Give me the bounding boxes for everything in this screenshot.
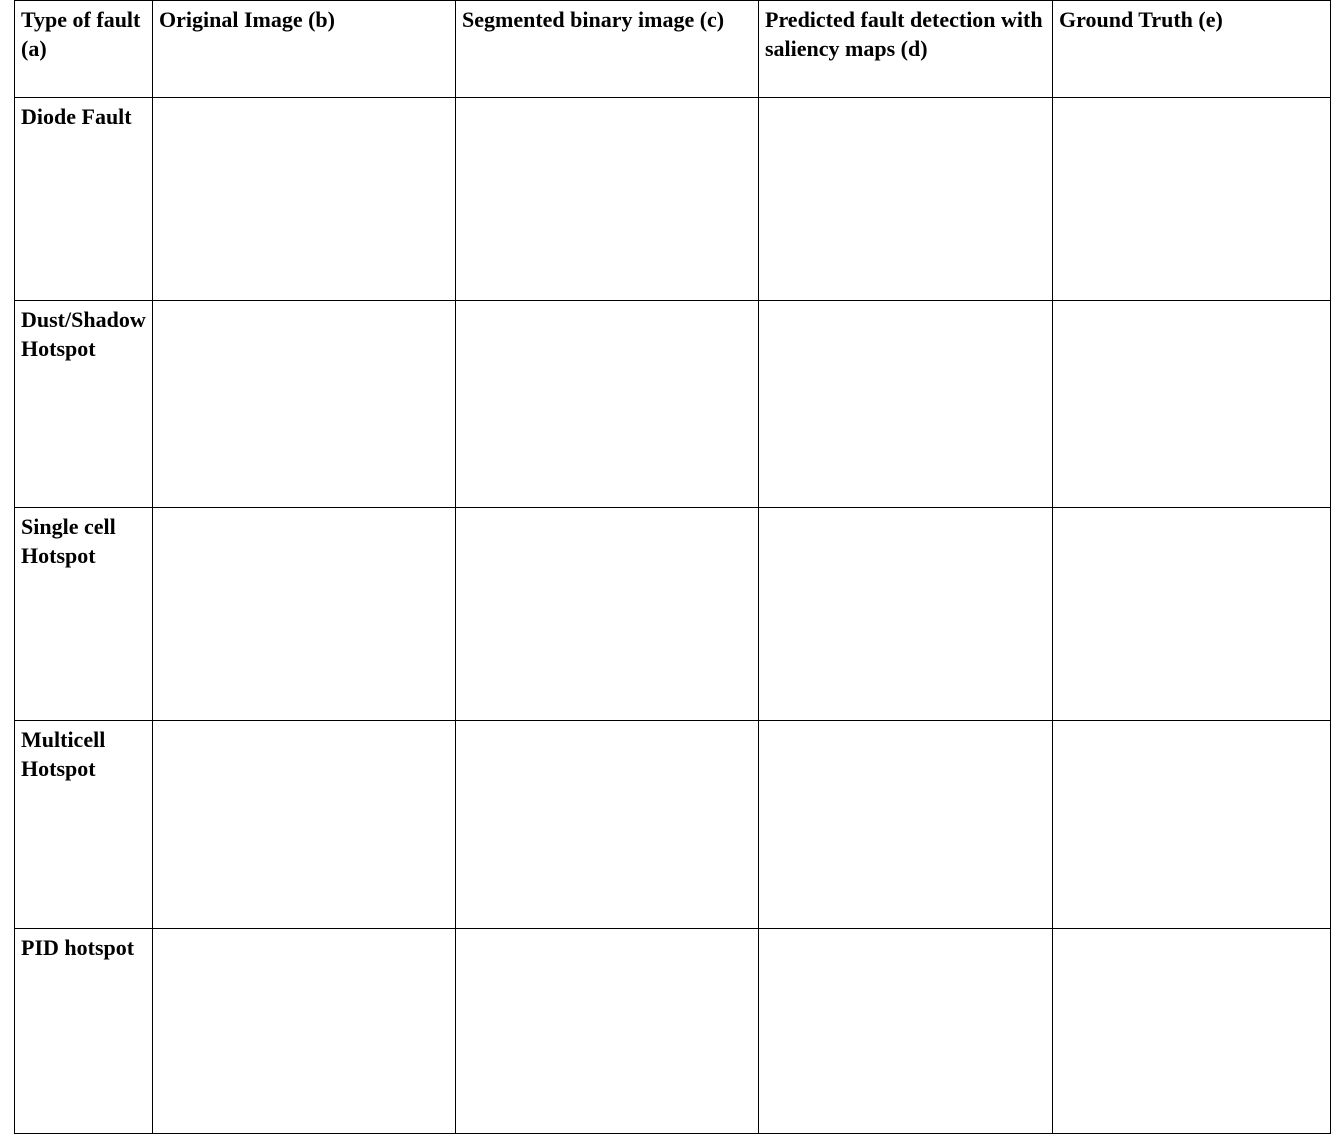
prediction-image: 35.7°C43.226.5FLIR	[759, 301, 1053, 508]
fault-row: PID hotspot29.1°C33.419.6FLIR29.1°C33.41…	[15, 929, 1331, 1134]
binary-image-cell	[456, 98, 759, 301]
ground-truth-image: 51.4°C78.336.7FLIR	[1053, 508, 1331, 721]
header-cell: Predicted fault detection with saliency …	[759, 1, 1053, 98]
fault-type: Multicell Hotspot	[15, 721, 153, 929]
ground-truth-image: 35.7°C43.226.5FLIR	[1053, 301, 1331, 508]
fault-row: Single cell Hotspot51.4°C78.336.7FLIR51.…	[15, 508, 1331, 721]
ground-truth-image: 37.4°Cε0.9042.527.2FLIR	[1053, 98, 1331, 301]
original-image: 29.1°C33.419.6FLIR	[153, 929, 456, 1134]
header-cell: Original Image (b)	[153, 1, 456, 98]
binary-image-cell	[456, 929, 759, 1134]
fault-type: Single cell Hotspot	[15, 508, 153, 721]
header-cell: Type of fault (a)	[15, 1, 153, 98]
binary-image-cell	[456, 508, 759, 721]
header-row: Type of fault (a)Original Image (b)Segme…	[15, 1, 1331, 98]
prediction-image: 38.8°C49.228.7FLIR	[759, 721, 1053, 929]
fault-type: Diode Fault	[15, 98, 153, 301]
fault-type: Dust/Shadow Hotspot	[15, 301, 153, 508]
fault-type: PID hotspot	[15, 929, 153, 1134]
header-cell: Ground Truth (e)	[1053, 1, 1331, 98]
prediction-image: 37.4°Cε0.9042.527.2FLIR	[759, 98, 1053, 301]
fault-row: Multicell Hotspot38.8°C49.228.7FLIR38.8°…	[15, 721, 1331, 929]
original-image: 37.4°Cε0.9042.527.2FLIR	[153, 98, 456, 301]
original-image: 38.8°C49.228.7FLIR	[153, 721, 456, 929]
fault-row: Diode Fault37.4°Cε0.9042.527.2FLIR37.4°C…	[15, 98, 1331, 301]
ground-truth-image: 38.8°C49.228.7FLIR	[1053, 721, 1331, 929]
prediction-image: 51.4°C78.336.7FLIR	[759, 508, 1053, 721]
binary-image-cell	[456, 721, 759, 929]
page: Type of fault (a)Original Image (b)Segme…	[0, 0, 1338, 1133]
prediction-image: 29.1°C33.419.6FLIR	[759, 929, 1053, 1134]
ground-truth-image: 29.1°C33.419.6FLIR	[1053, 929, 1331, 1134]
figure-table: Type of fault (a)Original Image (b)Segme…	[14, 0, 1331, 1134]
fault-row: Dust/Shadow Hotspot35.7°C43.226.5FLIR35.…	[15, 301, 1331, 508]
binary-image-cell	[456, 301, 759, 508]
header-cell: Segmented binary image (c)	[456, 1, 759, 98]
original-image: 35.7°C43.226.5FLIR	[153, 301, 456, 508]
original-image: 51.4°C78.336.7FLIR	[153, 508, 456, 721]
